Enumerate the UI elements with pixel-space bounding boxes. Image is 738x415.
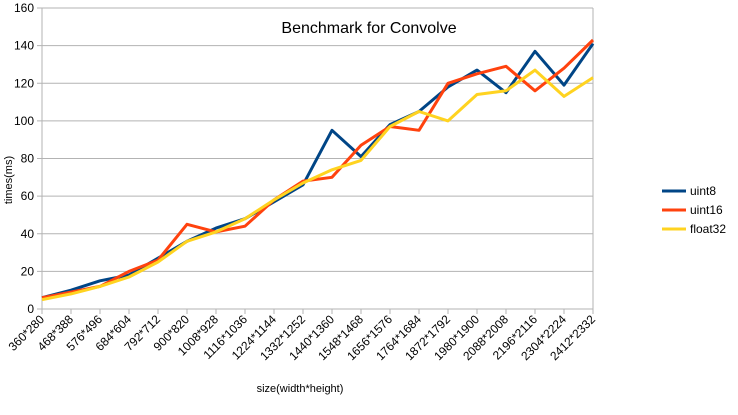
y-tick-label: 20 bbox=[21, 264, 35, 278]
legend: uint8 uint16 float32 bbox=[662, 184, 726, 236]
x-axis: 360*280468*388576*496684*604792*712900*8… bbox=[6, 309, 598, 363]
series-line-uint16 bbox=[41, 38, 595, 300]
legend-label: uint8 bbox=[690, 184, 716, 198]
chart-title: Benchmark for Convolve bbox=[281, 20, 456, 37]
y-tick-label: 120 bbox=[14, 76, 34, 90]
series-line-float32 bbox=[41, 68, 594, 302]
y-tick-label: 0 bbox=[27, 302, 34, 316]
y-tick-label: 40 bbox=[21, 227, 35, 241]
series-lines bbox=[41, 38, 595, 302]
y-tick-label: 60 bbox=[21, 189, 35, 203]
series-line-uint8 bbox=[41, 42, 595, 300]
y-tick-label: 100 bbox=[14, 114, 34, 128]
legend-label: float32 bbox=[690, 222, 726, 236]
y-axis-title: times(ms) bbox=[3, 156, 15, 204]
y-axis: 0 20 40 60 80 100 120 140 160 bbox=[14, 1, 42, 316]
legend-label: uint16 bbox=[690, 203, 723, 217]
x-axis-title: size(width*height) bbox=[257, 383, 344, 395]
y-tick-label: 160 bbox=[14, 1, 34, 15]
y-tick-label: 80 bbox=[21, 152, 35, 166]
y-tick-label: 140 bbox=[14, 39, 34, 53]
